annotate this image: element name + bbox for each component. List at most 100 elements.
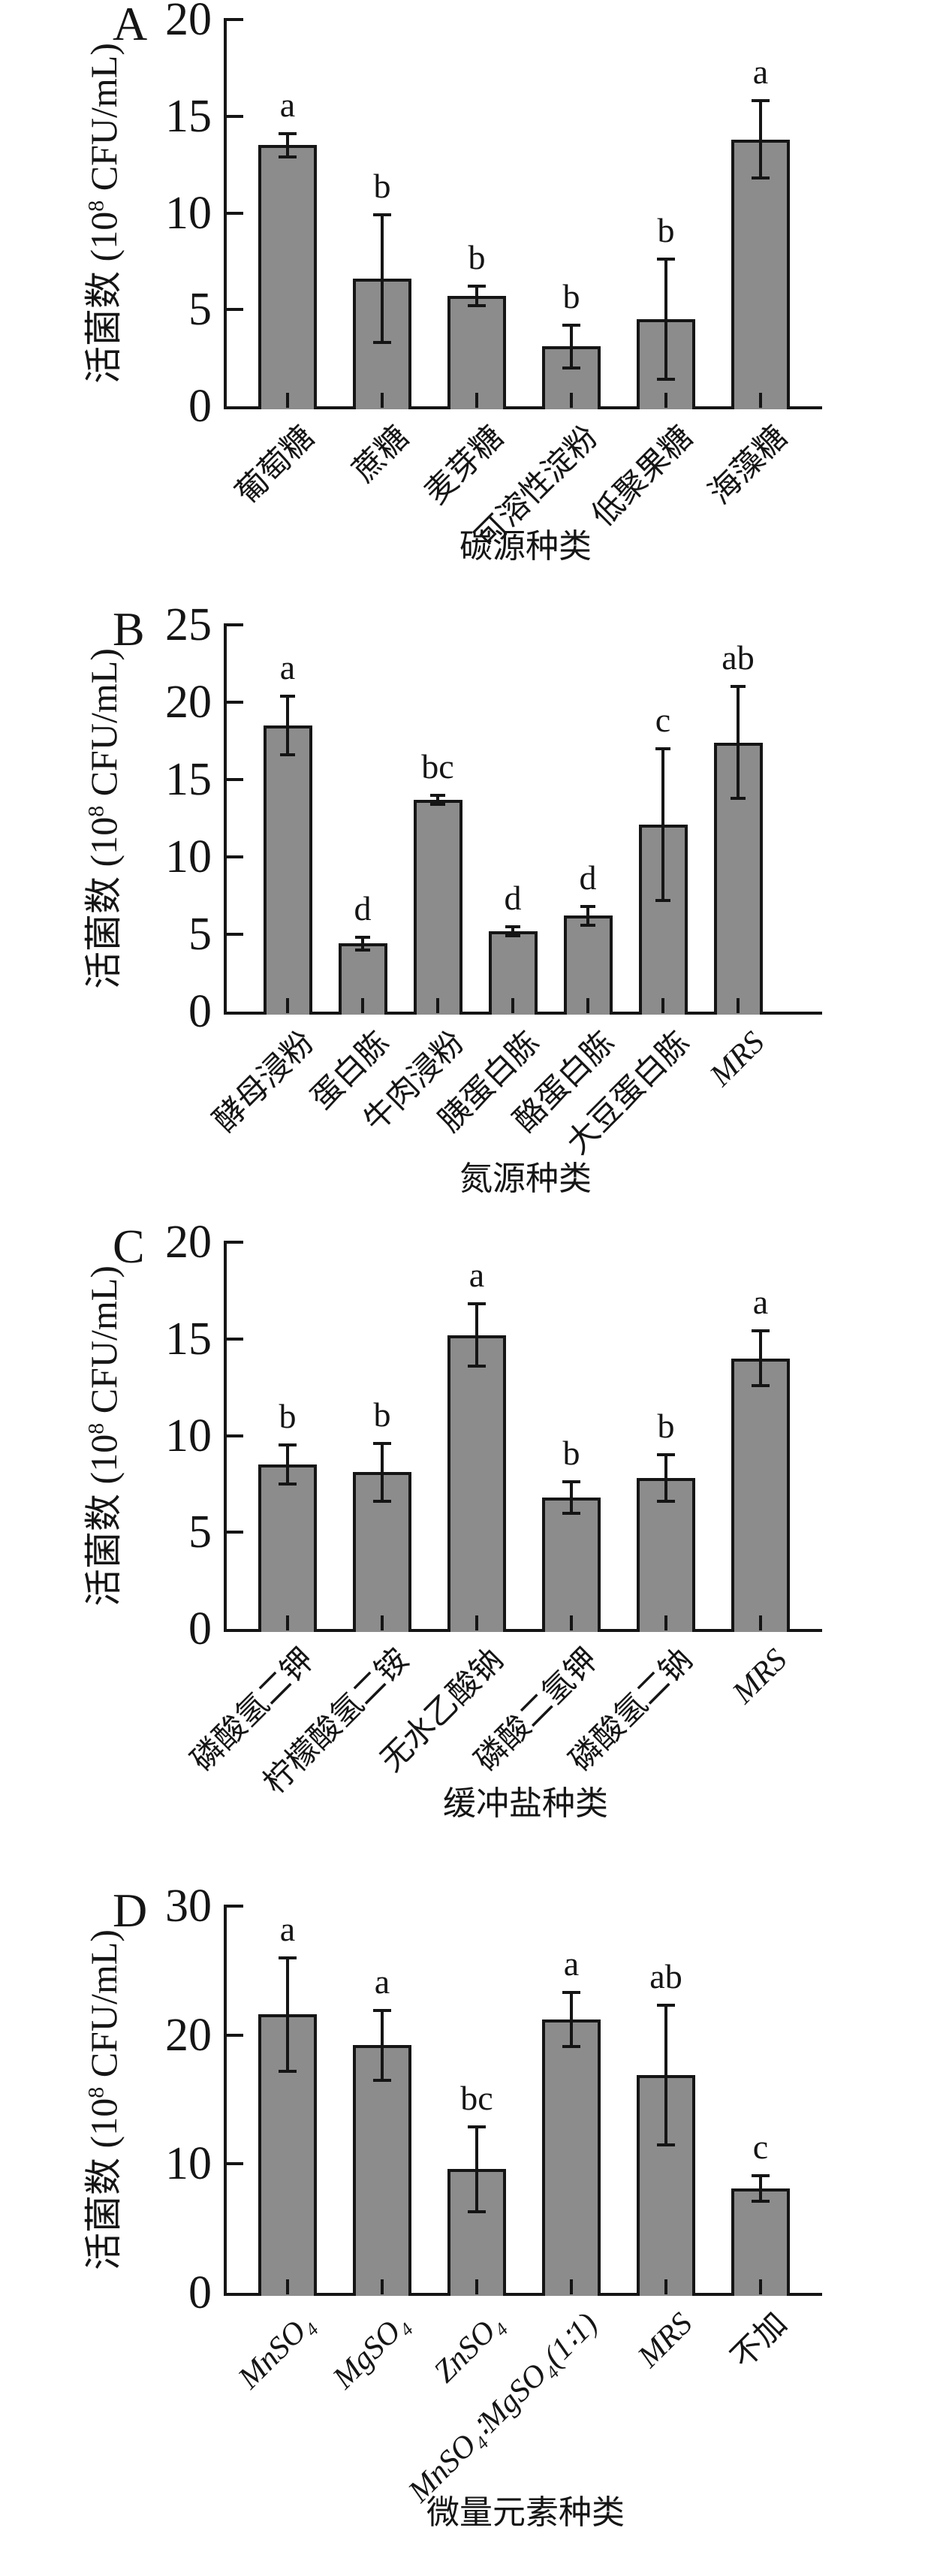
- x-tick-label: MRS: [726, 1642, 794, 1711]
- significance-letter: bc: [421, 747, 454, 786]
- error-bar-line: [759, 1331, 762, 1386]
- error-bar-cap-top: [430, 793, 445, 797]
- significance-letter: c: [655, 700, 671, 739]
- error-bar-line: [475, 1304, 478, 1366]
- panel-letter-a: A: [113, 0, 148, 50]
- significance-letter: ab: [649, 1957, 682, 1996]
- panel-letter-c: C: [113, 1220, 145, 1273]
- y-tick-label: 20: [165, 677, 212, 728]
- bar: [637, 1478, 695, 1632]
- x-tick-label: 海藻糖: [702, 420, 794, 511]
- error-bar-cap-bottom: [373, 341, 391, 345]
- x-tick-label: MRS: [703, 1025, 772, 1093]
- bar: [263, 725, 312, 1015]
- bar: [731, 139, 790, 409]
- significance-letter: a: [468, 1256, 485, 1295]
- error-bar-line: [737, 686, 740, 798]
- error-bar-cap-bottom: [468, 2210, 486, 2213]
- error-bar-cap-bottom: [468, 1364, 486, 1368]
- error-bar-cap-bottom: [430, 802, 445, 806]
- error-bar-cap-bottom: [752, 176, 770, 180]
- error-bar-cap-bottom: [373, 1500, 391, 1504]
- x-tick: [286, 1615, 289, 1630]
- bar: [353, 2045, 411, 2296]
- error-bar-cap-top: [657, 1453, 675, 1457]
- y-tick: [227, 308, 243, 312]
- error-bar-line: [381, 1443, 384, 1502]
- x-tick: [664, 2279, 667, 2294]
- significance-letter: a: [279, 647, 296, 686]
- panel-a: A 活菌数 (108 CFU/mL) 碳源种类 0 5 10 15 20 a 葡萄糖 b 蔗糖 b…: [0, 0, 946, 605]
- error-bar-cap-bottom: [279, 155, 297, 158]
- x-tick: [286, 393, 289, 408]
- error-bar-cap-top: [355, 936, 370, 940]
- y-tick-label: 0: [188, 2267, 212, 2318]
- y-tick: [227, 1434, 243, 1437]
- error-bar-line: [661, 748, 664, 900]
- error-bar-cap-bottom: [468, 304, 486, 308]
- error-bar-line: [570, 1992, 573, 2047]
- significance-letter: a: [563, 1944, 580, 1983]
- y-tick-label: 5: [188, 284, 212, 336]
- significance-letter: d: [354, 889, 372, 928]
- significance-letter: a: [279, 1909, 296, 1948]
- x-tick: [475, 393, 478, 408]
- error-bar-cap-bottom: [562, 1511, 580, 1515]
- significance-letter: b: [279, 1397, 297, 1436]
- y-tick: [227, 18, 243, 21]
- y-tick: [227, 2033, 243, 2037]
- error-bar-cap-bottom: [279, 2069, 297, 2073]
- y-tick-label: 10: [165, 187, 212, 239]
- error-bar-line: [286, 133, 289, 157]
- y-tick-label: 10: [165, 1410, 212, 1461]
- error-bar-cap-bottom: [505, 934, 520, 938]
- panel-letter-d: D: [113, 1884, 148, 1937]
- error-bar-cap-top: [731, 685, 746, 689]
- error-bar-cap-bottom: [657, 1500, 675, 1504]
- error-bar-line: [570, 324, 573, 368]
- error-bar-cap-top: [655, 747, 670, 750]
- x-tick: [586, 998, 589, 1013]
- x-tick: [286, 998, 289, 1013]
- y-tick-label: 15: [165, 1313, 212, 1365]
- bar: [542, 1497, 601, 1632]
- x-tick: [570, 2279, 573, 2294]
- error-bar-line: [381, 215, 384, 342]
- y-tick: [227, 1531, 243, 1534]
- significance-letter: a: [374, 1962, 390, 2001]
- error-bar-cap-top: [373, 1441, 391, 1445]
- y-tick: [227, 933, 243, 936]
- error-bar-line: [759, 101, 762, 179]
- error-bar-cap-bottom: [731, 796, 746, 800]
- y-axis-line: [224, 1905, 227, 2296]
- bar: [731, 1358, 790, 1632]
- error-bar-cap-top: [468, 1302, 486, 1306]
- y-tick-label: 5: [188, 909, 212, 960]
- significance-letter: a: [279, 85, 296, 124]
- x-axis-title-nitrogen-source: 氮源种类: [459, 1160, 592, 1197]
- significance-letter: a: [752, 53, 769, 92]
- significance-letter: b: [373, 167, 391, 206]
- significance-letter: b: [657, 1407, 675, 1446]
- x-axis-line: [224, 406, 822, 409]
- error-bar-cap-bottom: [657, 377, 675, 381]
- y-tick-label: 15: [165, 90, 212, 142]
- error-bar-cap-top: [562, 1991, 580, 1995]
- y-tick: [227, 701, 243, 704]
- y-axis-line: [224, 18, 227, 409]
- x-tick: [436, 998, 439, 1013]
- error-bar-cap-bottom: [752, 2200, 770, 2203]
- error-bar-cap-top: [752, 99, 770, 103]
- y-tick-label: 10: [165, 831, 212, 882]
- error-bar-line: [664, 1455, 667, 1502]
- y-tick-label: 25: [165, 599, 212, 650]
- y-tick: [227, 2162, 243, 2166]
- x-tick: [286, 2279, 289, 2294]
- error-bar-cap-top: [505, 925, 520, 928]
- error-bar-line: [381, 2010, 384, 2080]
- x-tick-label: MRS: [631, 2306, 700, 2375]
- x-axis-title-carbon-source: 碳源种类: [459, 528, 592, 565]
- y-tick-label: 10: [165, 2138, 212, 2190]
- error-bar-cap-top: [279, 1956, 297, 1959]
- error-bar-line: [759, 2175, 762, 2202]
